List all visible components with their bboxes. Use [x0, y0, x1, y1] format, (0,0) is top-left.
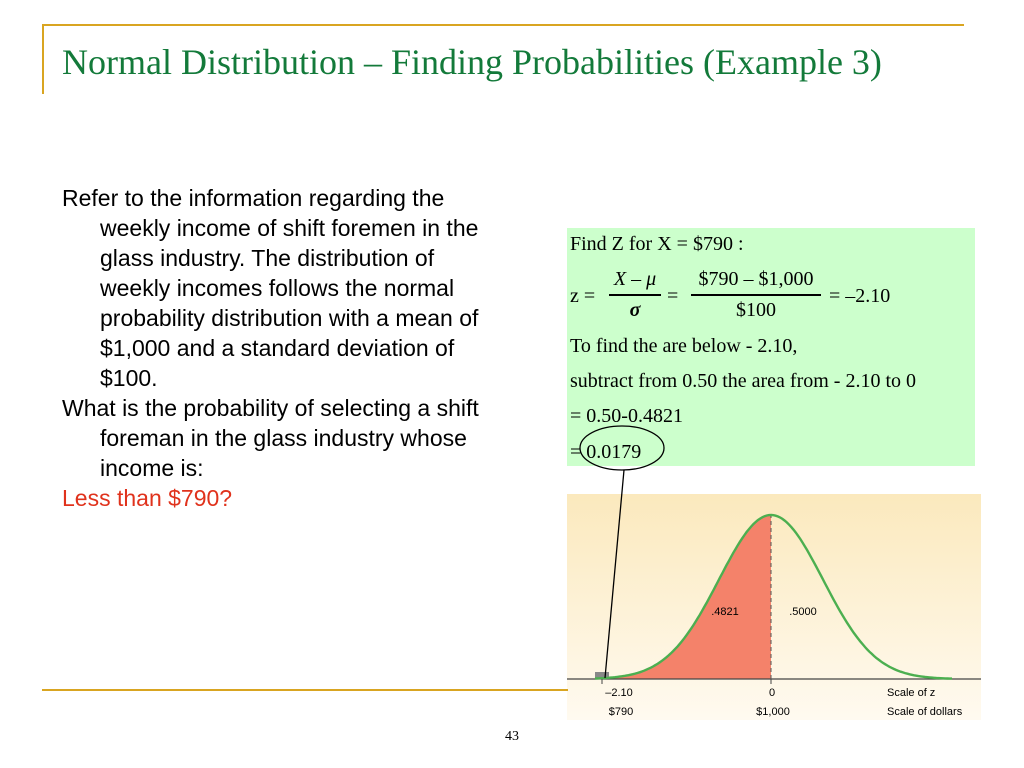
formula-z-prefix: z =: [570, 285, 596, 307]
tail-area-below-z: [595, 672, 609, 679]
normal-curve: [594, 513, 952, 680]
formula-line-area-below: To find the are below - 2.10,: [570, 335, 798, 357]
question-paragraph-ask: What is the probability of selecting a s…: [62, 395, 479, 481]
question-text: Refer to the information regarding the w…: [62, 183, 502, 513]
formula-equals-sign: =: [667, 285, 679, 307]
formula-fraction1-numerator: X – μ: [613, 268, 657, 290]
formula-fraction1-bar: [609, 294, 661, 296]
footer-rule: [42, 689, 568, 691]
formula-box: Find Z for X = $790 : z = X – μ σ = $790…: [567, 228, 975, 466]
formula-fraction2-denominator: $100: [736, 299, 776, 321]
formula-fraction2-numerator: $790 – $1,000: [698, 268, 814, 290]
formula-fraction1-denominator: σ: [629, 299, 641, 321]
dollar-scale-label: Scale of dollars: [887, 706, 963, 718]
z-tick-label: –2.10: [605, 687, 633, 699]
formula-fraction2-bar: [691, 294, 821, 296]
formula-z-result: = –2.10: [829, 285, 891, 307]
page-number: 43: [505, 729, 519, 744]
dollar-center-label: $1,000: [756, 706, 790, 718]
slide-title: Normal Distribution – Finding Probabilit…: [62, 42, 882, 82]
z-center-label: 0: [769, 687, 775, 699]
formula-line-find-z: Find Z for X = $790 :: [570, 233, 744, 255]
title-left-rule: [42, 24, 44, 94]
formula-line-answer: = 0.0179: [570, 441, 642, 463]
question-paragraph-context: Refer to the information regarding the w…: [62, 185, 479, 391]
dollar-tick-label: $790: [609, 706, 633, 718]
figure-background: [567, 494, 981, 720]
normal-distribution-figure: .4821 .5000 –2.10 $790 0 $1,000 Scale of…: [567, 494, 981, 720]
question-paragraph-condition: Less than $790?: [62, 485, 233, 511]
z-scale-label: Scale of z: [887, 687, 935, 699]
area-label-left: .4821: [711, 606, 739, 618]
formula-line-subtract: subtract from 0.50 the area from - 2.10 …: [570, 370, 917, 392]
shaded-area-left-of-mean: [607, 515, 771, 679]
area-label-right: .5000: [789, 606, 817, 618]
formula-line-difference: = 0.50-0.4821: [570, 405, 683, 427]
title-top-rule: [42, 24, 964, 26]
